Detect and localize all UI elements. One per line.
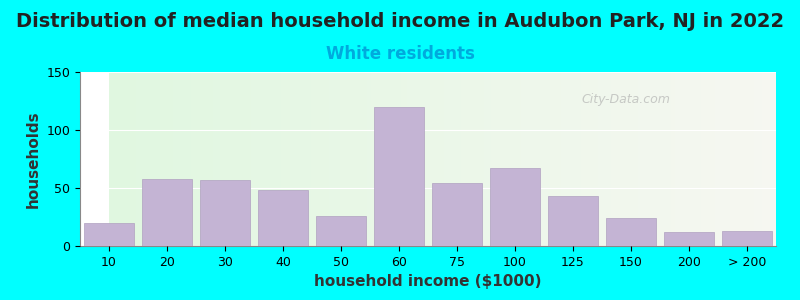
Y-axis label: households: households	[26, 110, 41, 208]
Text: Distribution of median household income in Audubon Park, NJ in 2022: Distribution of median household income …	[16, 12, 784, 31]
Bar	[142, 179, 192, 246]
Bar	[374, 107, 424, 246]
X-axis label: household income ($1000): household income ($1000)	[314, 274, 542, 289]
Bar	[84, 223, 134, 246]
Bar	[200, 180, 250, 246]
Bar	[548, 196, 598, 246]
Text: City-Data.com: City-Data.com	[581, 93, 670, 106]
Text: White residents: White residents	[326, 45, 474, 63]
Bar	[258, 190, 308, 246]
Bar	[316, 216, 366, 246]
Bar	[722, 231, 772, 246]
Bar	[432, 183, 482, 246]
Bar	[490, 168, 540, 246]
Bar	[664, 232, 714, 246]
Bar	[606, 218, 656, 246]
